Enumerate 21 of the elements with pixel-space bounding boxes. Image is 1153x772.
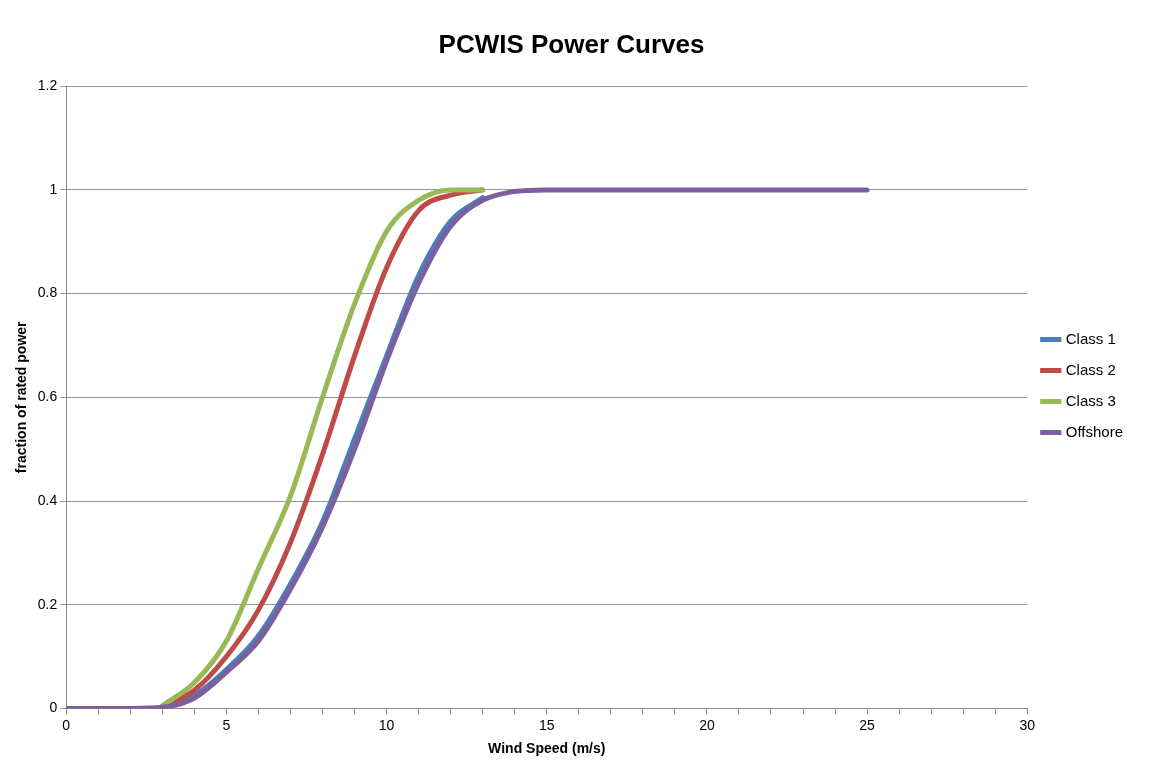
legend-label: Offshore [1065,422,1124,440]
y-tick-label: 0.2 [37,595,58,612]
y-tick-label: 0.4 [37,491,58,508]
x-tick-label: 10 [378,716,395,733]
y-tick-label: 1.2 [37,77,58,94]
legend-label: Class 3 [1065,391,1116,409]
x-tick-label: 25 [859,716,876,733]
x-tick-label: 15 [538,716,555,733]
chart-title: PCWIS Power Curves [438,28,705,59]
x-tick-label: 5 [222,716,231,733]
y-tick-label: 0 [49,699,58,716]
legend-label: Class 1 [1065,329,1116,347]
y-tick-label: 0.6 [37,388,58,405]
y-axis-title: fraction of rated power [13,320,30,474]
y-tick-label: 0.8 [37,284,58,301]
legend-label: Class 2 [1065,360,1116,378]
x-tick-label: 30 [1019,716,1036,733]
x-tick-label: 0 [62,716,71,733]
x-tick-label: 20 [699,716,715,733]
y-tick-label: 1 [49,180,58,197]
x-axis-title: Wind Speed (m/s) [488,740,606,757]
